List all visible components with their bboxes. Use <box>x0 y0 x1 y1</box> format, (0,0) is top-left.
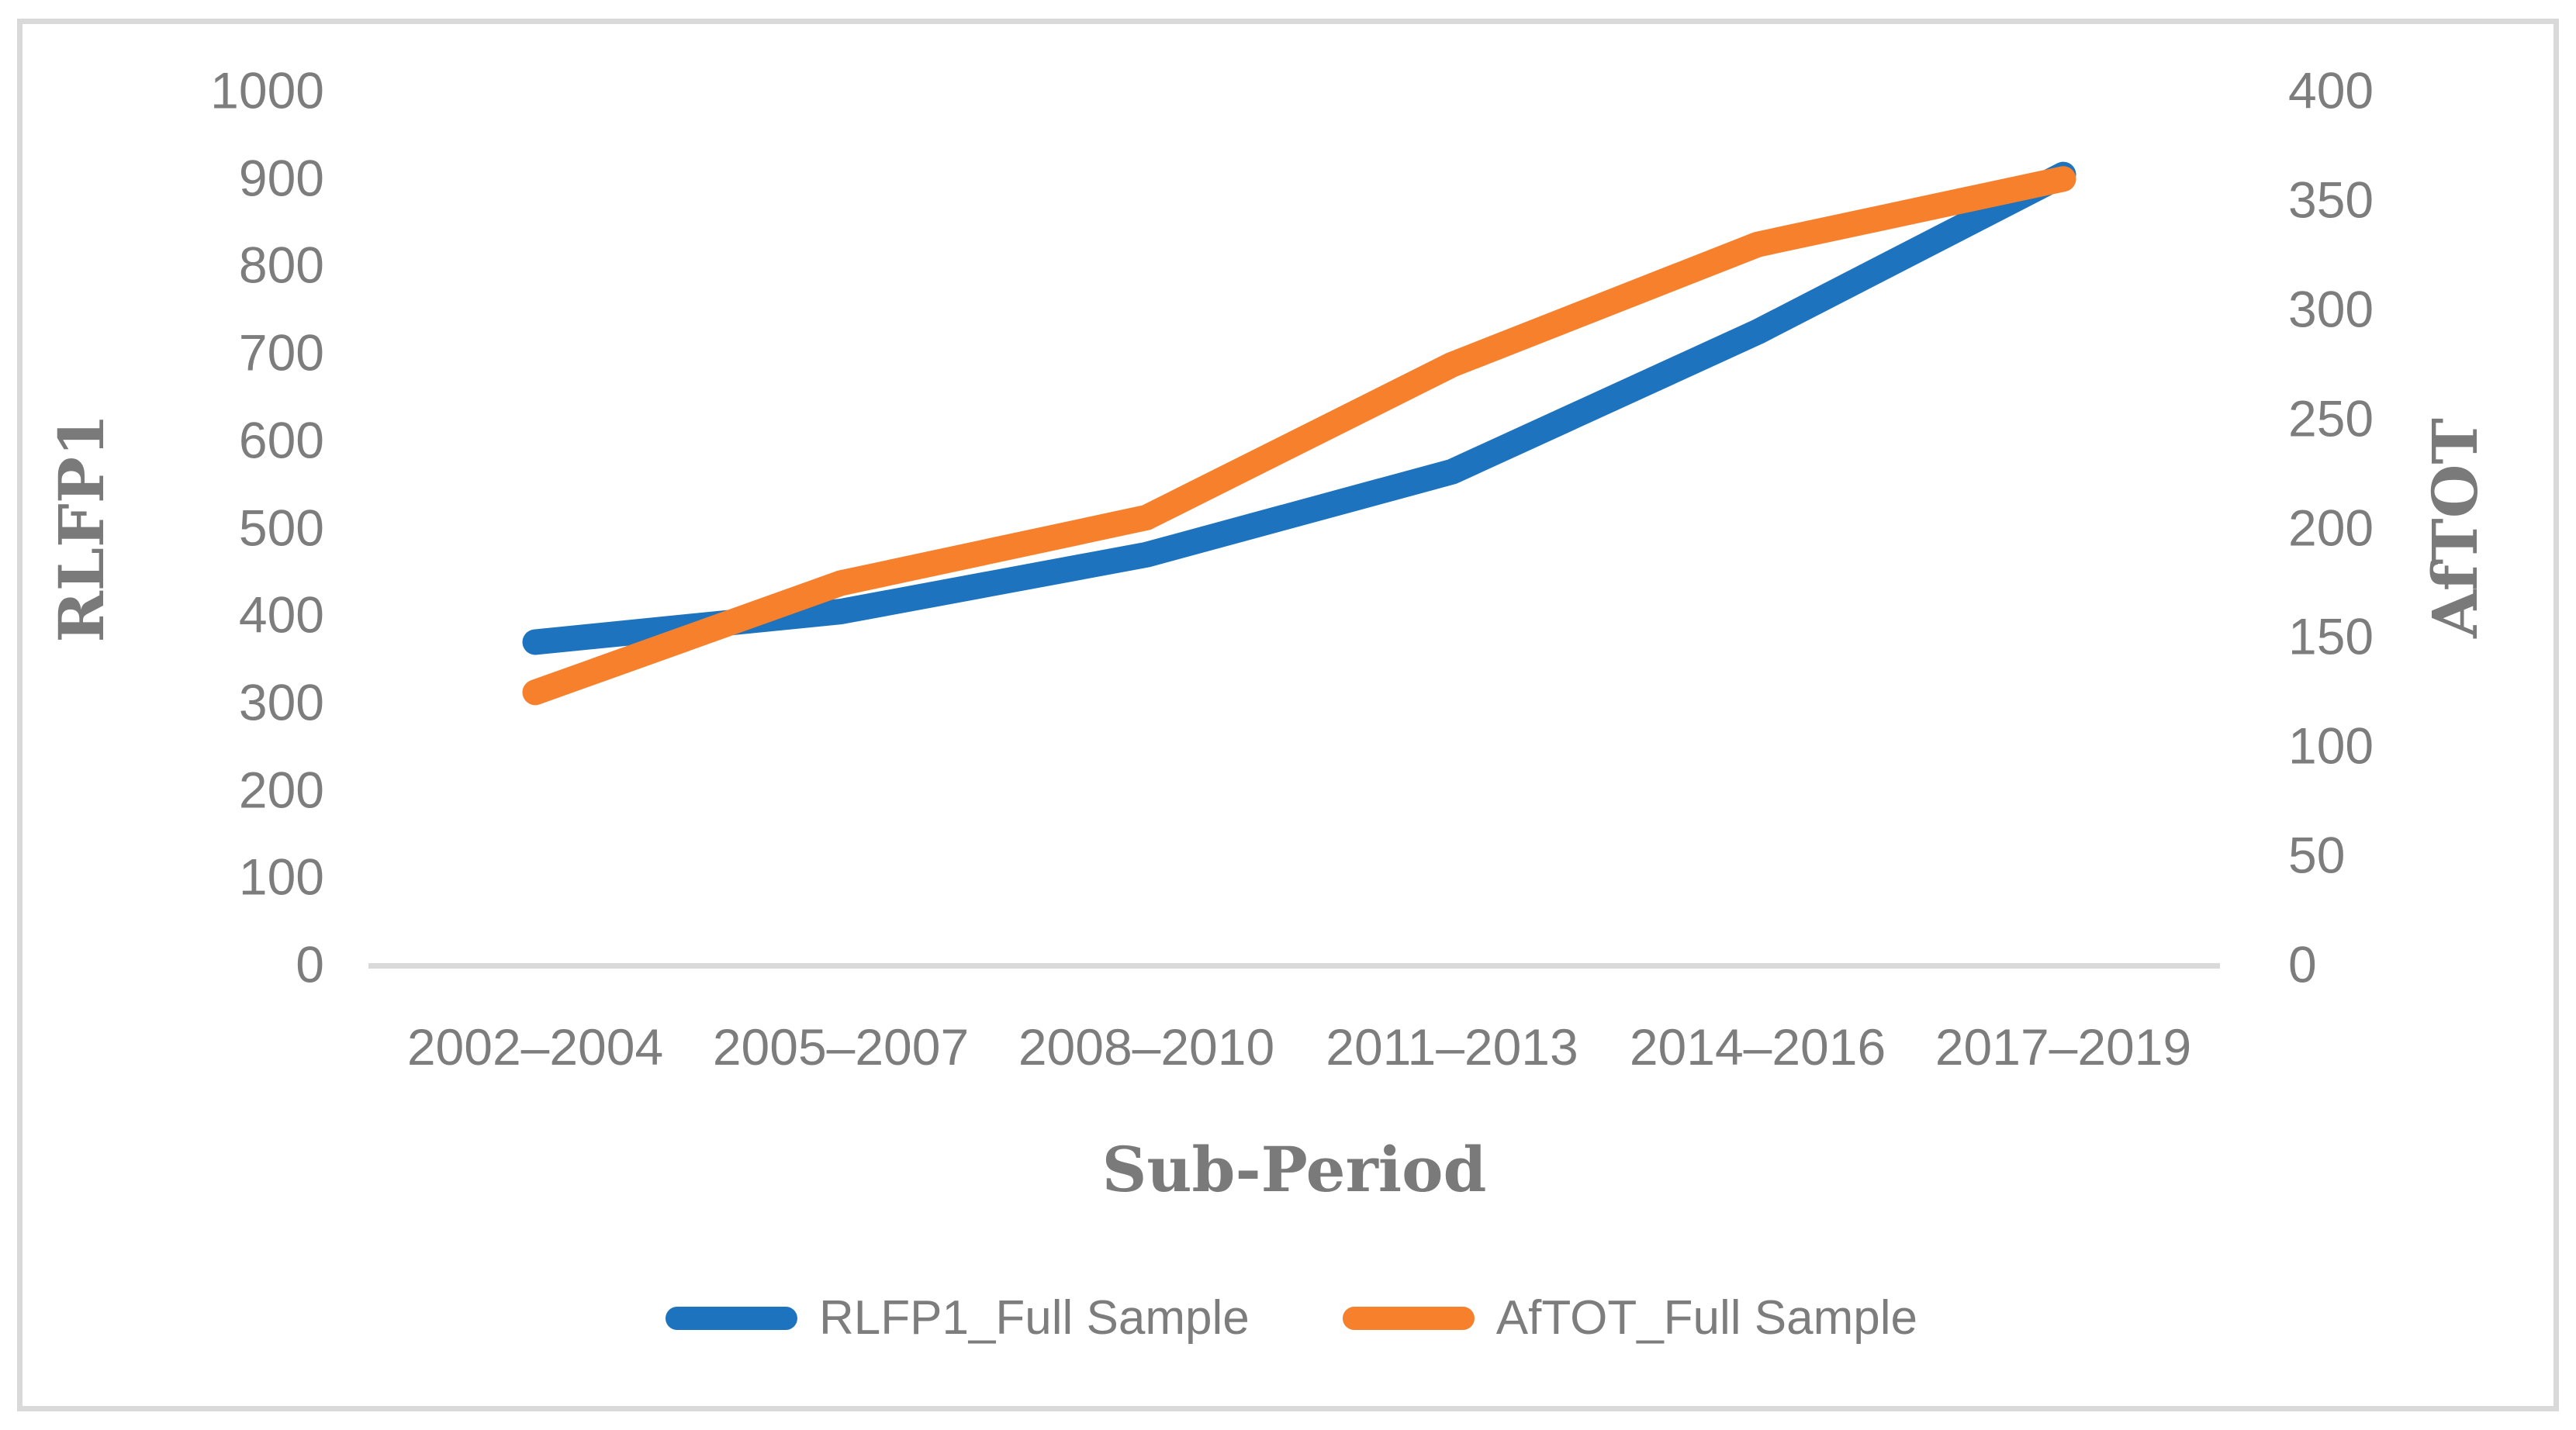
left-axis-tick-label: 500 <box>238 499 324 557</box>
rlfp1-line <box>522 161 2076 655</box>
x-axis-baseline <box>368 963 2220 969</box>
right-axis-tick-label: 350 <box>2288 171 2374 229</box>
right-axis-tick-label: 300 <box>2288 280 2374 338</box>
right-axis-tick-label: 400 <box>2288 61 2374 119</box>
legend-item-aftot: AfTOT_Full Sample <box>1342 1291 1918 1345</box>
x-axis-tick-label: 2005–2007 <box>712 1018 970 1076</box>
right-axis-tick-label: 150 <box>2288 608 2374 666</box>
right-axis-tick-label: 250 <box>2288 389 2374 447</box>
aftot-line <box>522 166 2076 706</box>
left-axis-tick-label: 200 <box>238 761 324 819</box>
rlfp1-line-swatch <box>665 1307 797 1330</box>
left-axis-tick-label: 300 <box>238 673 324 731</box>
left-axis-tick-label: 0 <box>296 935 324 993</box>
legend: RLFP1_Full Sample AfTOT_Full Sample <box>665 1291 1918 1345</box>
x-axis-tick-label: 2011–2013 <box>1326 1018 1578 1076</box>
left-axis-tick-label: 900 <box>238 149 324 207</box>
legend-item-rlfp1: RLFP1_Full Sample <box>665 1291 1250 1345</box>
left-axis-tick-label: 600 <box>238 411 324 469</box>
legend-label-rlfp1: RLFP1_Full Sample <box>818 1291 1250 1345</box>
x-axis-tick-label: 2002–2004 <box>406 1018 664 1076</box>
left-axis-tick-label: 400 <box>238 585 324 644</box>
right-axis-title: AfTOT <box>2419 418 2491 638</box>
right-axis-tick-label: 100 <box>2288 717 2374 775</box>
x-axis-tick-label: 2017–2019 <box>1935 1018 2192 1076</box>
aftot-line-swatch <box>1342 1307 1475 1330</box>
left-axis-tick-label: 800 <box>238 237 324 295</box>
right-axis-tick-label: 50 <box>2288 826 2346 884</box>
x-axis-title: Sub-Period <box>1101 1133 1487 1206</box>
legend-label-aftot: AfTOT_Full Sample <box>1495 1291 1918 1345</box>
left-axis-tick-label: 100 <box>238 848 324 906</box>
left-axis-title: RLFP1 <box>45 413 118 643</box>
left-axis-tick-label: 1000 <box>210 61 324 119</box>
left-axis-tick-label: 700 <box>238 323 324 382</box>
x-axis-tick-label: 2008–2010 <box>1018 1018 1275 1076</box>
right-axis-tick-label: 0 <box>2288 935 2317 993</box>
x-axis-tick-label: 2014–2016 <box>1629 1018 1886 1076</box>
right-axis-tick-label: 200 <box>2288 499 2374 557</box>
